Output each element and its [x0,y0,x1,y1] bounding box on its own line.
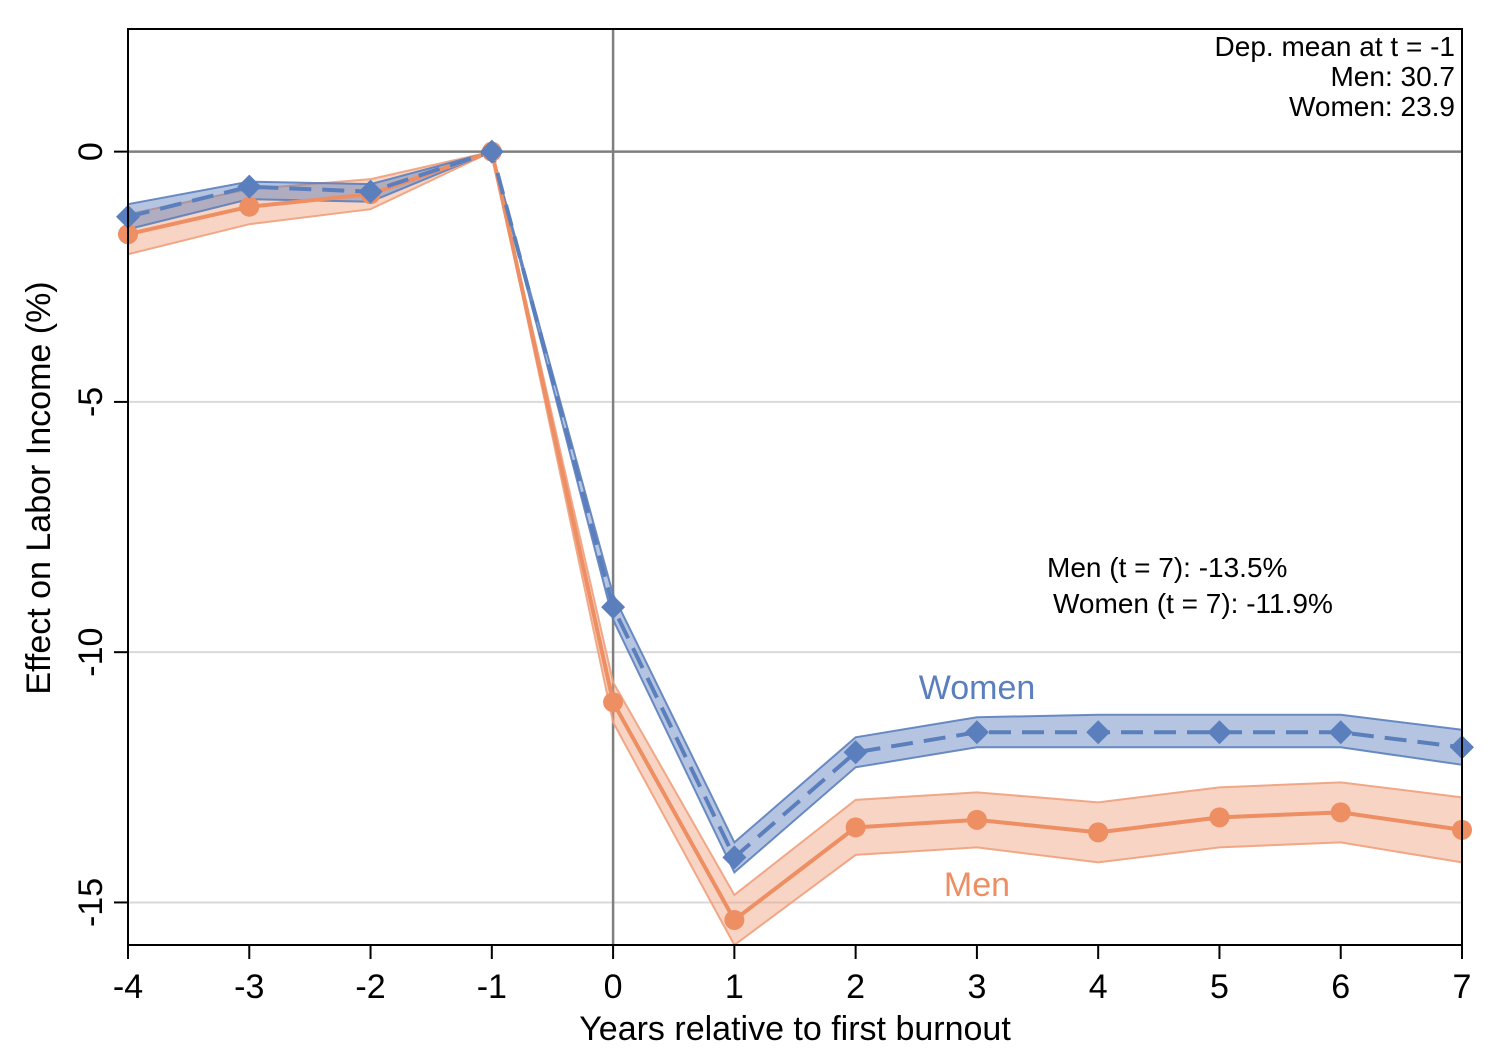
y-tick-label: -5 [72,387,110,417]
series-label-men: Men [944,866,1010,904]
marker-women-point [843,740,868,765]
marker-men-point [603,692,624,713]
series-label-women: Women [919,669,1036,707]
marker-men-point [724,909,745,930]
y-tick-label: 0 [72,142,110,161]
marker-men-point [1330,802,1351,823]
y-tick-label: -15 [72,878,110,927]
x-tick-label: -2 [355,968,385,1006]
effect-women: Women (t = 7): -11.9% [1053,588,1333,619]
ci-lower-men [127,150,1463,947]
x-tick-label: 1 [725,968,744,1006]
marker-women-point [358,179,383,204]
series-markers [116,139,1474,930]
marker-men-point [1088,822,1109,843]
marker-women-point [1328,720,1353,745]
reference-lines [128,29,1462,945]
x-tick-label: -1 [477,968,507,1006]
dep-mean-title: Dep. mean at t = -1 [1215,31,1455,62]
marker-women-point [722,845,747,870]
ci-upper-women [127,150,1463,844]
marker-women-point [237,174,262,199]
series-line-men [127,149,1463,922]
effect-note: Men (t = 7): -13.5% Women (t = 7): -11.9… [1047,552,1333,619]
x-tick-label: -3 [234,968,264,1006]
x-tick-label: 5 [1210,968,1229,1006]
confidence-bands [127,150,1463,947]
marker-men-point [845,817,866,838]
marker-women-point [964,720,989,745]
y-axis-title: Effect on Labor Income (%) [20,281,58,694]
effect-men: Men (t = 7): -13.5% [1047,552,1287,583]
x-tick-label: 6 [1331,968,1350,1006]
ci-lower-women [127,150,1463,875]
y-tick-label: -10 [72,628,110,677]
grid-lines [128,400,1462,904]
dep-mean-note: Dep. mean at t = -1 Men: 30.7 Women: 23.… [1215,31,1455,122]
marker-women-point [601,595,626,620]
marker-men-point [1209,807,1230,828]
x-tick-label: 3 [967,968,986,1006]
marker-men-point [239,196,260,217]
marker-women-point [1086,720,1111,745]
dep-mean-men: Men: 30.7 [1330,61,1455,92]
x-tick-label: 0 [604,968,623,1006]
dep-mean-women: Women: 23.9 [1289,91,1455,122]
series-lines [127,149,1463,922]
ci-upper-men [127,150,1463,897]
x-tick-label: 2 [846,968,865,1006]
plot-frame [127,28,1463,946]
marker-women-point [479,139,504,164]
ci-band-women [128,151,1462,873]
series-line-women [127,149,1463,860]
x-axis-title: Years relative to first burnout [579,1010,1011,1048]
marker-women-point [1207,720,1232,745]
marker-men-point [966,809,987,830]
x-tick-label: 4 [1089,968,1108,1006]
x-tick-label: 7 [1453,968,1472,1006]
x-tick-label: -4 [113,968,143,1006]
axis-ticks: -4 -3 -2 -1 0 1 2 3 4 5 6 70-5-10-15 [72,142,1471,1006]
ci-band-men [128,151,1462,945]
